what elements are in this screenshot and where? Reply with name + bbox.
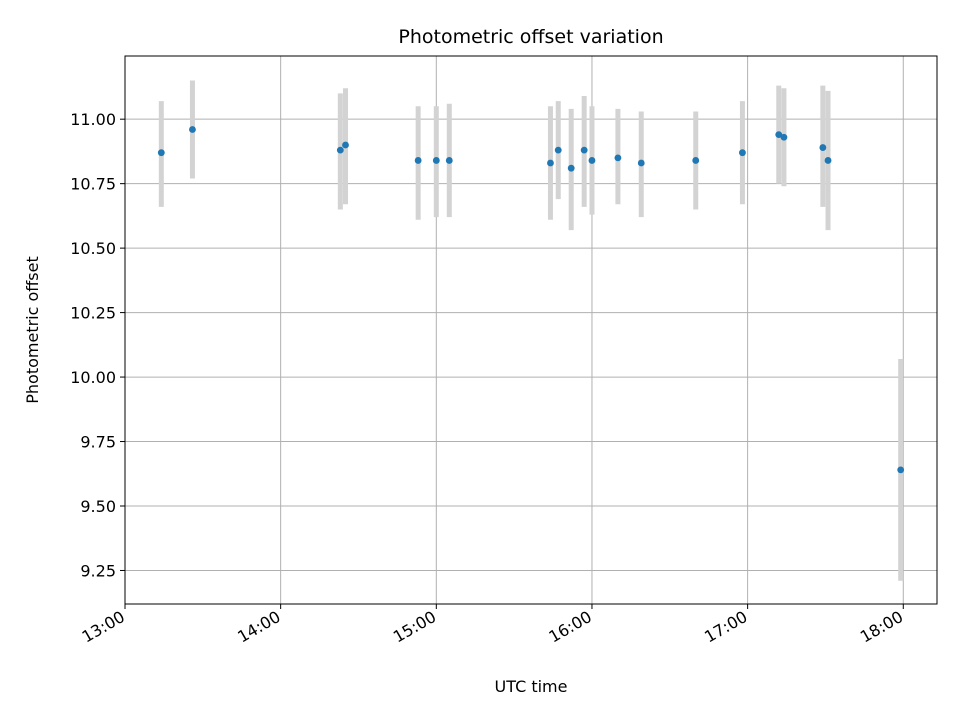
data-point bbox=[336, 146, 344, 154]
data-point bbox=[567, 164, 575, 172]
y-tick-label: 9.75 bbox=[80, 433, 116, 452]
grid bbox=[124, 56, 937, 604]
data-point bbox=[414, 157, 422, 164]
data-point bbox=[157, 149, 165, 157]
data-point bbox=[739, 149, 746, 157]
data-points bbox=[157, 126, 905, 474]
data-point bbox=[580, 146, 588, 154]
y-tick-label: 10.50 bbox=[70, 239, 116, 258]
data-point bbox=[547, 159, 554, 167]
y-tick-label: 10.25 bbox=[70, 304, 116, 323]
data-point bbox=[432, 157, 440, 164]
y-tick-label: 11.00 bbox=[70, 110, 116, 129]
data-point bbox=[614, 154, 622, 162]
data-point bbox=[775, 131, 783, 139]
y-tick-label: 10.00 bbox=[70, 368, 116, 387]
data-point bbox=[189, 126, 196, 133]
chart-title: Photometric offset variation bbox=[398, 26, 663, 48]
data-point bbox=[588, 157, 596, 164]
data-point bbox=[692, 157, 700, 164]
plot-frame bbox=[124, 55, 938, 605]
data-point bbox=[897, 466, 905, 474]
x-axis-title: UTC time bbox=[495, 677, 568, 696]
data-point bbox=[554, 146, 562, 154]
y-axis-title: Photometric offset bbox=[23, 256, 42, 404]
y-axis: 9.25 9.50 9.75 10.00 10.25 10.50 10.75 11.00 bbox=[70, 110, 125, 580]
data-point bbox=[824, 157, 832, 164]
y-tick-label: 10.75 bbox=[70, 175, 116, 194]
y-tick-label: 9.25 bbox=[80, 561, 116, 580]
data-point bbox=[819, 144, 827, 151]
y-tick-label: 9.50 bbox=[80, 497, 116, 516]
data-point bbox=[780, 133, 788, 141]
data-point bbox=[342, 141, 349, 149]
data-point bbox=[637, 159, 645, 167]
data-point bbox=[445, 157, 453, 164]
